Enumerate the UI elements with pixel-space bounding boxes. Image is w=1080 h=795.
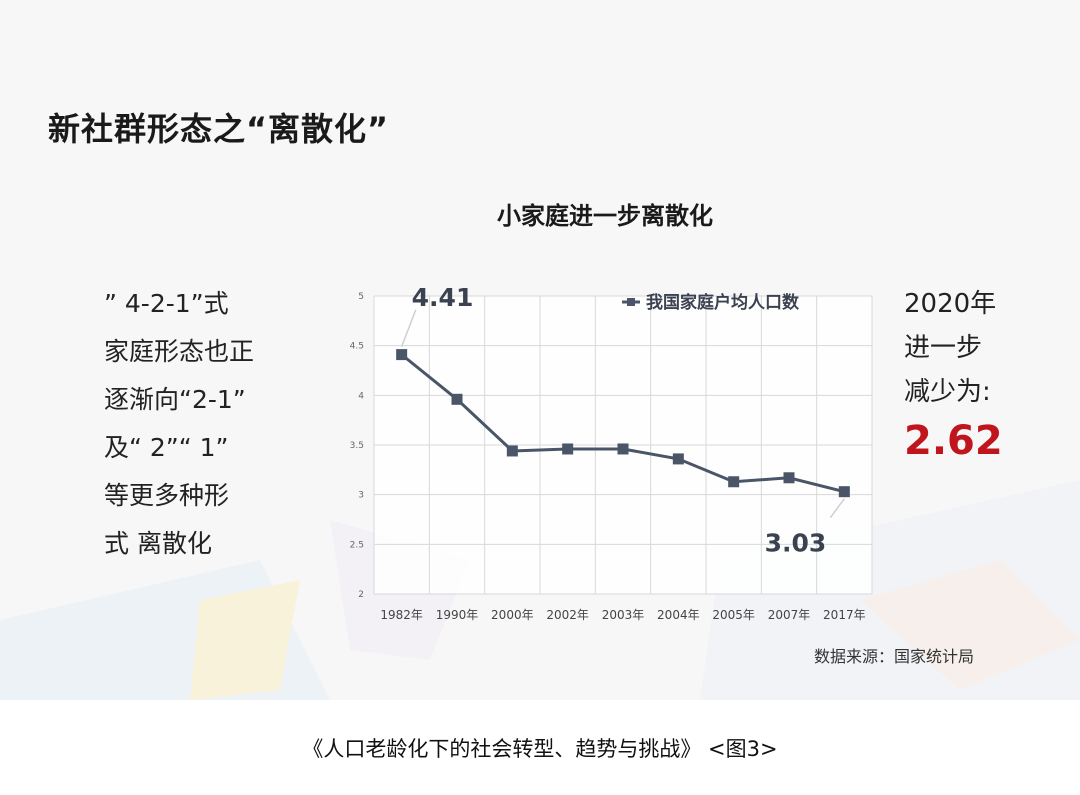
annotation-label: 4.41: [412, 283, 474, 312]
left-text-line: ” 4-2-1”式: [104, 289, 229, 318]
data-point: [506, 445, 518, 457]
data-point: [617, 443, 629, 455]
data-point: [451, 393, 463, 405]
x-tick-label: 2003年: [602, 608, 645, 622]
annotation-leader: [829, 498, 845, 519]
data-point: [783, 472, 795, 484]
annotation-leader: [400, 309, 417, 347]
slide: 新社群形态之“离散化” 小家庭进一步离散化 ” 4-2-1”式 家庭形态也正 逐…: [0, 110, 1080, 700]
y-tick-label: 2: [358, 590, 364, 600]
left-text-line: 等更多种形: [104, 481, 230, 510]
right-text-line: 2020年: [904, 289, 997, 319]
x-tick-label: 1990年: [436, 608, 479, 622]
slide-title: 新社群形态之“离散化”: [48, 110, 390, 148]
data-source: 数据来源：国家统计局: [814, 647, 975, 666]
y-tick-label: 4: [358, 391, 364, 401]
x-tick-label: 1982年: [380, 608, 423, 622]
x-tick-label: 2002年: [546, 608, 589, 622]
x-tick-label: 2004年: [657, 608, 700, 622]
y-tick-label: 2.5: [350, 540, 364, 550]
data-point: [396, 349, 408, 361]
line-chart: 2 2.5 3 3.5 4 4.5 5 1982年 1990年 2000年 2002年 2003年 20…: [350, 283, 873, 622]
data-point: [728, 476, 740, 488]
left-text-line: 式 离散化: [104, 529, 212, 558]
right-text-line: 进一步: [904, 333, 983, 363]
data-point: [562, 443, 574, 455]
right-description: 2020年 进一步 减少为:: [904, 282, 996, 414]
y-tick-label: 3: [358, 491, 364, 501]
annotation-label: 3.03: [765, 529, 827, 558]
x-tick-label: 2017年: [823, 608, 866, 622]
chart-title: 小家庭进一步离散化: [497, 202, 713, 230]
left-text-line: 逐渐向“2-1”: [104, 385, 246, 414]
data-point: [672, 453, 684, 465]
x-tick-label: 2000年: [491, 608, 534, 622]
left-text-line: 及“ 2”“ 1”: [104, 433, 229, 462]
figure-caption: 《人口老龄化下的社会转型、趋势与挑战》 <图3>: [302, 737, 778, 761]
x-tick-label: 2005年: [712, 608, 755, 622]
x-tick-label: 2007年: [768, 608, 811, 622]
y-tick-label: 3.5: [350, 441, 364, 451]
decorative-background: [0, 560, 1080, 700]
highlight-value: 2.62: [904, 418, 1003, 464]
legend-label: 我国家庭户均人口数: [646, 292, 800, 313]
right-text-line: 减少为:: [904, 377, 991, 407]
y-tick-label: 5: [358, 292, 364, 302]
data-point: [838, 486, 850, 498]
left-text-line: 家庭形态也正: [104, 337, 255, 366]
legend-marker: [627, 298, 635, 306]
y-tick-label: 4.5: [350, 342, 364, 352]
left-description: ” 4-2-1”式 家庭形态也正 逐渐向“2-1” 及“ 2”“ 1” 等更多种…: [104, 280, 314, 568]
